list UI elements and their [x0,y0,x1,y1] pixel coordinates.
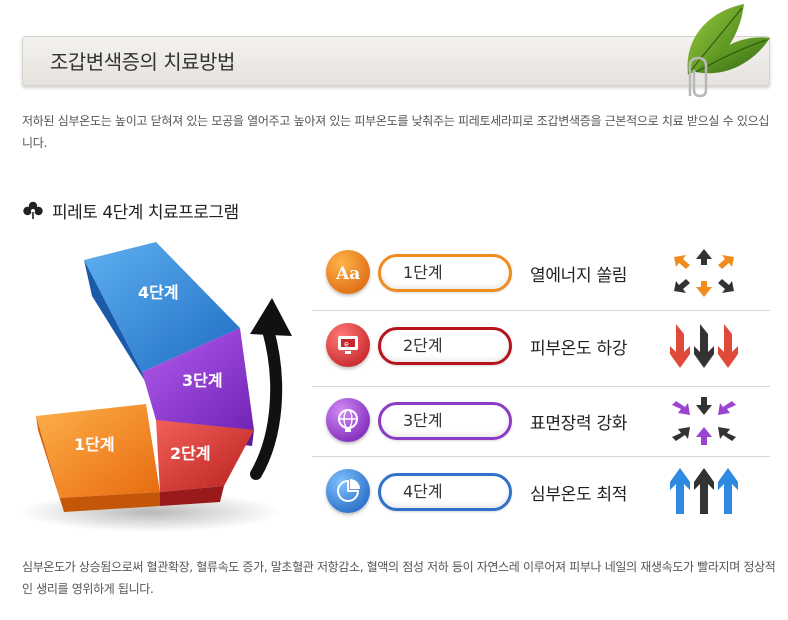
intro-text: 저하된 심부온도는 높이고 닫혀져 있는 모공을 열어주고 높아져 있는 피부온… [22,114,770,150]
page-title: 조갑변색증의 치료방법 [50,50,235,74]
row-divider [312,386,770,387]
monitor-icon: e [326,323,370,367]
graphic-label-step3: 3단계 [182,371,223,390]
title-bar [22,36,770,86]
step-row-2: e 2단계 피부온도 하강 [326,320,766,370]
section-title: 피레토 4단계 치료프로그램 [52,203,239,223]
row-divider [312,456,770,457]
svg-text:Aa: Aa [335,264,360,284]
step-ring-graphic: 4단계 3단계 2단계 1단계 [20,242,292,532]
svg-text:e: e [344,340,349,349]
step-row-4: 4단계 심부온도 최적 [326,466,766,516]
up-arrows-icon [670,468,738,514]
step-row-3: 3단계 표면장력 강화 [326,395,766,445]
inward-arrows-icon [672,397,736,445]
step-effect-4: 심부온도 최적 [530,485,628,505]
step-label-3: 3단계 [378,402,512,440]
globe-icon [326,398,370,442]
outro-text: 심부온도가 상승됨으로써 혈관확장, 혈류속도 증가, 말초혈관 저항감소, 혈… [22,560,776,596]
step-effect-2: 피부온도 하강 [530,339,628,359]
down-arrows-icon [670,324,738,368]
step-effect-3: 표면장력 강화 [530,414,628,434]
step-label-1: 1단계 [378,254,512,292]
clover-icon [23,201,43,219]
row-divider [312,310,770,311]
pie-chart-icon [326,469,370,513]
step-label-2: 2단계 [378,327,512,365]
step-effect-1: 열에너지 쏠림 [530,266,628,286]
ring-segment-step2 [156,420,254,492]
ring-segment-step4 [84,242,240,372]
graphic-label-step2: 2단계 [170,444,211,463]
ring-segment-step1 [36,404,160,498]
step-label-4: 4단계 [378,473,512,511]
ring-segment-step3 [142,328,254,430]
converging-arrows-icon [674,249,734,297]
progress-arrow-icon [250,324,283,480]
step-row-1: Aa 1단계 열에너지 쏠림 [326,247,766,297]
graphic-label-step1: 1단계 [74,435,115,454]
graphic-label-step4: 4단계 [138,283,179,302]
leaf-paperclip-icon [687,4,770,98]
font-aa-icon: Aa [326,250,370,294]
